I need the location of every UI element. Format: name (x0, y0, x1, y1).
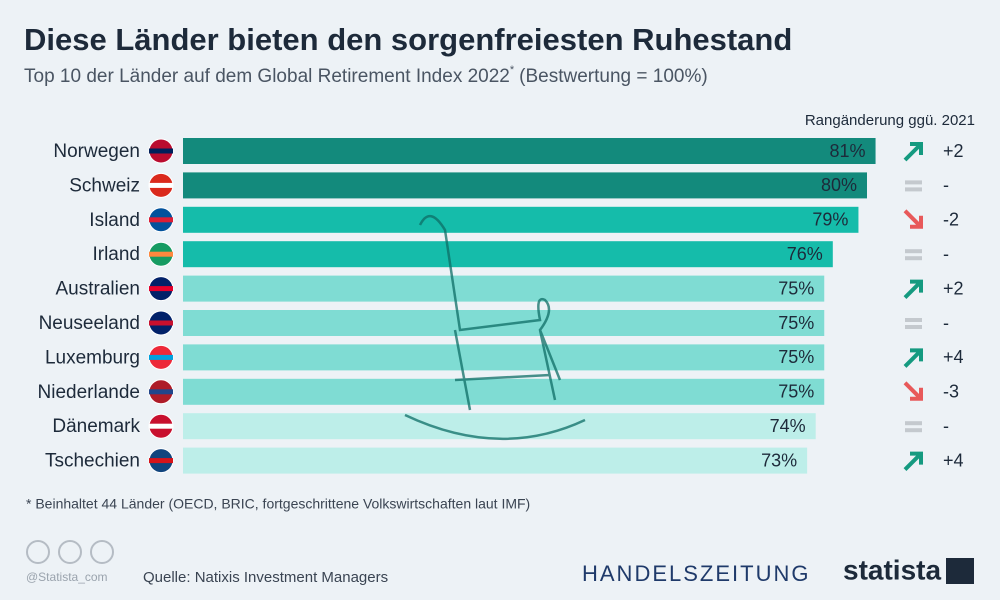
equal-icon (905, 325, 922, 329)
flag-detail (149, 389, 173, 395)
up-arrow (903, 451, 923, 472)
brand-icon (946, 558, 974, 584)
flag-detail (149, 423, 173, 429)
handle: @Statista_com (26, 570, 108, 584)
up-arrow (903, 142, 923, 162)
category-label: Island (89, 210, 140, 231)
subtitle-note: (Bestwertung = 100%) (519, 66, 708, 87)
chart-title: Diese Länder bieten den sorgenfreiesten … (24, 22, 792, 57)
brand-logo: statista (843, 554, 941, 585)
category-label: Irland (92, 244, 140, 265)
value-label: 75% (778, 347, 814, 367)
rocking-chair (404, 215, 586, 440)
bar (183, 206, 859, 233)
equal-icon (905, 256, 922, 261)
up-arrow (903, 279, 923, 300)
down-arrow (903, 209, 923, 229)
category-label: Neuseeland (39, 313, 140, 334)
rank-change: +4 (943, 450, 964, 470)
license-icons (26, 540, 114, 564)
equal-icon (905, 180, 922, 185)
equal-icon (905, 318, 922, 322)
rank-change-title: Rangänderung ggü. 2021 (805, 112, 975, 129)
category-label: Luxemburg (45, 347, 140, 368)
subtitle-text: Top 10 der Länder auf dem Global Retirem… (24, 66, 510, 87)
down-arrow (903, 381, 923, 401)
value-label: 76% (787, 244, 823, 264)
value-label: 80% (821, 175, 857, 195)
value-label: 79% (812, 210, 848, 230)
flag-detail (149, 458, 173, 464)
rank-change: - (943, 175, 949, 195)
bar (183, 172, 867, 199)
value-label: 73% (761, 450, 797, 470)
subtitle: Top 10 der Länder auf dem Global Retirem… (24, 64, 708, 87)
rank-change: +2 (943, 141, 964, 161)
flag-detail (149, 354, 173, 360)
equal-icon (905, 249, 922, 254)
category-label: Australien (56, 279, 141, 300)
category-label: Niederlande (38, 382, 140, 403)
bar (183, 138, 876, 164)
category-label: Schweiz (69, 175, 140, 196)
category-label: Tschechien (45, 451, 140, 472)
flag-detail (149, 148, 173, 154)
source: Quelle: Natixis Investment Managers (143, 569, 388, 586)
category-label: Norwegen (53, 141, 140, 162)
rank-change: +2 (943, 278, 964, 298)
bar (183, 275, 825, 302)
value-label: 74% (770, 416, 806, 436)
bar (183, 378, 825, 405)
equal-icon (905, 187, 922, 192)
rank-change: - (943, 416, 949, 436)
value-label: 75% (778, 382, 814, 402)
value-label: 75% (778, 278, 814, 298)
subtitle-mark: * (510, 64, 515, 76)
flag-detail (149, 320, 173, 326)
flag-detail (149, 217, 173, 223)
value-label: 81% (830, 141, 866, 161)
partner-logo: HANDELSZEITUNG (582, 561, 810, 586)
up-arrow (903, 348, 923, 368)
rank-change: +4 (943, 347, 964, 367)
equal-icon (905, 428, 922, 433)
rank-change: -2 (943, 210, 959, 230)
bar (183, 413, 816, 440)
bar (183, 241, 833, 268)
rank-change: -3 (943, 382, 959, 402)
footnote: * Beinhaltet 44 Länder (OECD, BRIC, fort… (26, 496, 530, 512)
flag-detail (149, 182, 173, 188)
flag-detail (149, 286, 173, 292)
category-label: Dänemark (52, 416, 140, 437)
bar (183, 310, 825, 336)
equal-icon (905, 421, 922, 426)
rank-change: - (943, 313, 949, 333)
flag-detail (149, 251, 173, 257)
bar (183, 344, 825, 371)
rank-change: - (943, 244, 949, 264)
bar (183, 447, 808, 474)
value-label: 75% (778, 313, 814, 333)
